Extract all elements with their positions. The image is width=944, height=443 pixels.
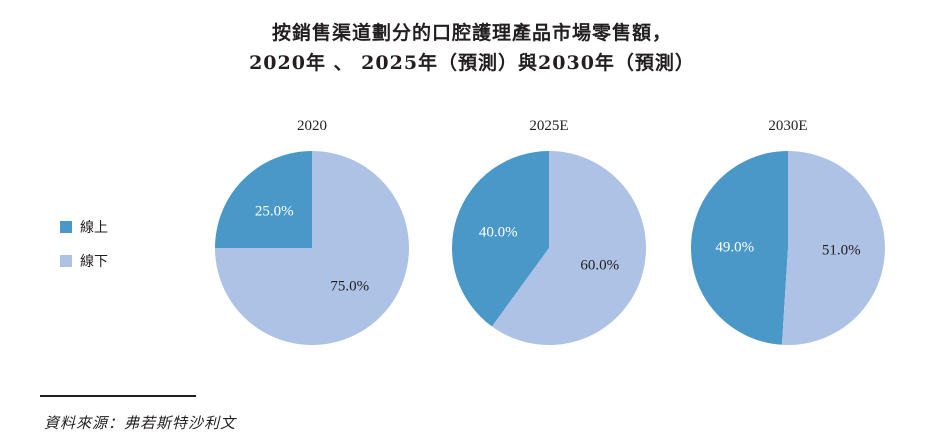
- data-label-online: 40.0%: [479, 225, 518, 241]
- pie-slice-online: [452, 151, 549, 327]
- pie-slice-online: [215, 151, 312, 248]
- legend-swatch-online: [60, 221, 72, 233]
- data-label-online: 49.0%: [715, 239, 754, 255]
- chart-title-line-1: 按銷售渠道劃分的口腔護理產品市場零售額，: [271, 22, 672, 44]
- legend-item-online: 線上: [60, 218, 108, 236]
- pie-label: 2020: [297, 118, 327, 134]
- source-note: 資料來源：弗若斯特沙利文: [44, 414, 237, 432]
- pie-label: 2025E: [529, 118, 568, 134]
- chart-title-line-2: 2020年 、 2025年（預測）與2030年（預測）: [249, 52, 695, 74]
- legend: 線上 線下: [60, 218, 108, 286]
- legend-swatch-offline: [60, 255, 72, 267]
- data-label-offline: 75.0%: [330, 279, 369, 295]
- legend-label-offline: 線下: [80, 254, 108, 270]
- data-label-offline: 51.0%: [822, 243, 861, 259]
- legend-item-offline: 線下: [60, 252, 108, 270]
- data-label-online: 25.0%: [255, 203, 294, 219]
- legend-label-online: 線上: [80, 220, 108, 236]
- pie-chart-2020: 2020 25.0% 75.0%: [215, 118, 409, 345]
- pie-slice-offline: [781, 151, 885, 345]
- data-label-offline: 60.0%: [580, 258, 619, 274]
- pie-slice-offline: [491, 151, 647, 345]
- pie-label: 2030E: [768, 118, 807, 134]
- pie-chart-2025E: 2025E 40.0% 60.0%: [452, 118, 647, 345]
- pie-chart-2030E: 2030E 49.0% 51.0%: [690, 118, 885, 345]
- pie-slice-offline: [215, 151, 409, 345]
- footnote-divider: [40, 395, 196, 397]
- pie-slice-online: [690, 151, 788, 345]
